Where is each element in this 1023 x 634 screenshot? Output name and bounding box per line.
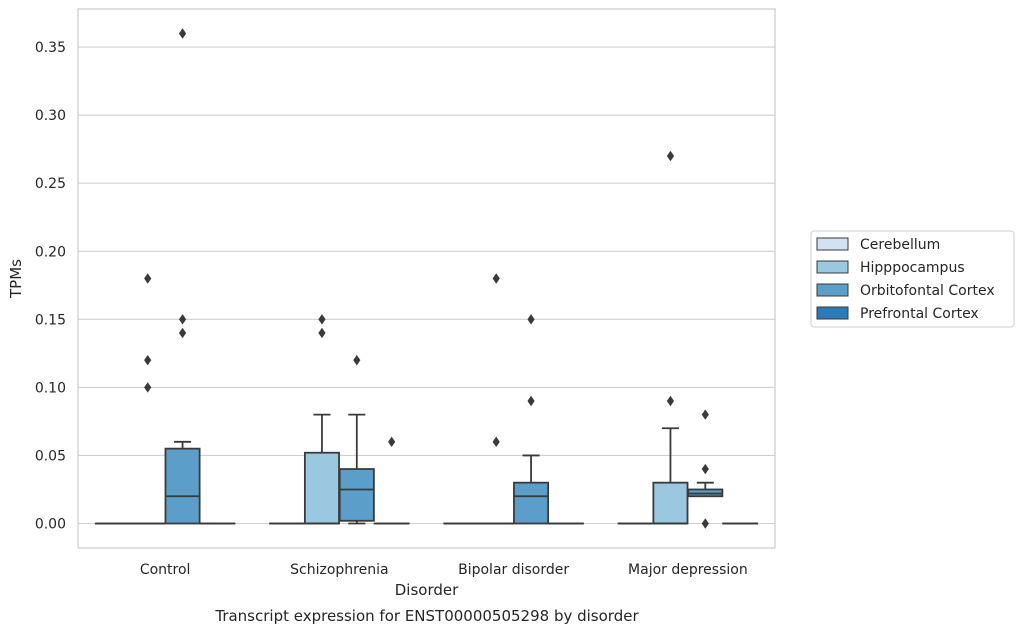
y-tick-labels: 0.00 0.05 0.10 0.15 0.20 0.25 0.30 0.35 — [35, 40, 66, 532]
outlier-point — [527, 314, 535, 325]
x-tick-label: Bipolar disorder — [458, 562, 569, 578]
outlier-point — [701, 518, 709, 529]
y-tick-label: 0.00 — [35, 517, 66, 533]
y-tick-label: 0.20 — [35, 244, 66, 260]
outlier-point — [666, 395, 675, 407]
boxes — [94, 28, 759, 529]
y-tick-label: 0.10 — [35, 380, 66, 396]
box-body — [164, 447, 201, 525]
outlier-point — [492, 436, 500, 448]
y-tick-label: 0.25 — [35, 176, 66, 192]
outlier-point — [701, 463, 709, 475]
legend-label: Orbitofontal Cortex — [860, 283, 995, 299]
x-axis-label: Disorder — [395, 581, 459, 599]
outlier-point — [527, 395, 535, 407]
legend-swatch — [816, 306, 849, 320]
outlier-point — [144, 273, 152, 284]
figure-caption: Transcript expression for ENST0000050529… — [214, 607, 639, 625]
outlier-point — [666, 150, 675, 162]
x-tick-label: Major depression — [628, 562, 748, 578]
outlier-point — [144, 354, 152, 366]
legend-label: Cerebellum — [860, 237, 940, 253]
x-tick-label: Schizophrenia — [290, 562, 388, 578]
legend-swatch — [816, 283, 849, 297]
outlier-point — [353, 354, 361, 366]
outlier-point — [318, 314, 326, 325]
outlier-point — [144, 382, 152, 393]
box-body — [303, 451, 340, 525]
legend: Cerebellum Hipppocampus Orbitofontal Corte… — [810, 230, 1015, 328]
y-tick-label: 0.15 — [35, 312, 66, 328]
x-tick-labels: Control Schizophrenia Bipolar disorder Majo… — [140, 562, 748, 578]
plot-frame — [77, 8, 776, 549]
box-body — [513, 481, 550, 525]
legend-swatch — [816, 237, 849, 251]
y-tick-label: 0.30 — [35, 108, 66, 124]
outlier-point — [178, 28, 187, 39]
legend-swatch — [816, 260, 849, 274]
outlier-point — [388, 436, 396, 448]
legend-label: Hipppocampus — [860, 260, 965, 276]
x-tick-label: Control — [140, 562, 191, 578]
outlier-point — [318, 327, 326, 339]
box-body — [338, 468, 375, 522]
legend-label: Prefrontal Cortex — [860, 306, 979, 322]
y-tick-label: 0.35 — [35, 40, 66, 56]
outlier-point — [701, 409, 709, 420]
legend-frame — [810, 230, 1015, 328]
y-tick-label: 0.05 — [35, 448, 66, 464]
box-body — [652, 481, 689, 525]
outlier-point — [178, 314, 187, 325]
outlier-point — [492, 273, 500, 284]
outlier-point — [178, 327, 187, 339]
y-axis-label: TPMs — [7, 259, 25, 299]
